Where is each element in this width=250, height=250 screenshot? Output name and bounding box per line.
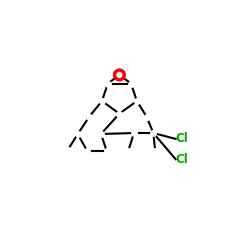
Text: Cl: Cl (176, 132, 188, 145)
Circle shape (115, 70, 124, 79)
Text: Cl: Cl (176, 153, 188, 166)
